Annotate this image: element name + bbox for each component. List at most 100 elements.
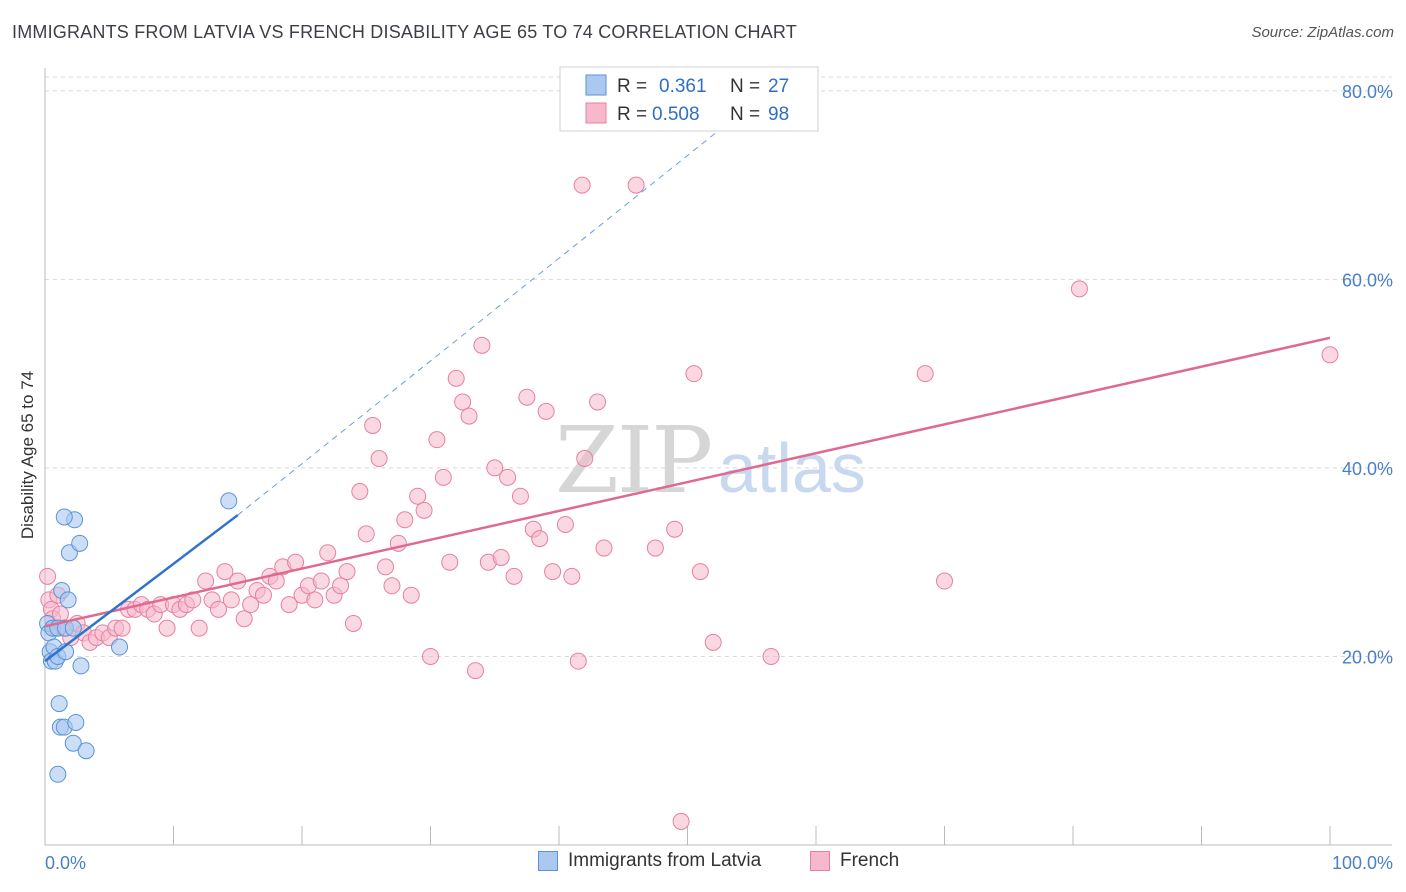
french-point-92 [672,812,690,830]
axes: 20.0% 40.0% 60.0% 80.0% 0.0% 100.0% [44,68,1393,873]
french-point-93 [685,365,703,383]
french-point-84 [556,515,574,533]
source-label: Source: ZipAtlas.com [1251,24,1394,41]
x-tick-label-0: 0.0% [45,853,86,873]
french-point-31 [209,600,227,618]
latvia-trend-extension [237,114,740,516]
french-point-0 [39,567,57,585]
french-point-99 [1070,280,1088,298]
french-point-57 [377,558,395,576]
french-point-82 [537,402,555,420]
french-point-62 [409,487,427,505]
y-tick-label-80: 80.0% [1342,82,1393,102]
french-point-67 [441,553,459,571]
french-point-38 [254,586,272,604]
french-point-94 [691,563,709,581]
french-point-55 [364,417,382,435]
french-point-28 [190,619,208,637]
french-point-101 [569,652,587,670]
french-point-56 [370,450,388,467]
french-point-79 [518,388,536,406]
latvia-point-24 [77,742,95,760]
french-point-48 [319,544,337,562]
legend-r-value-french: 0.508 [652,104,700,125]
french-point-81 [531,530,549,548]
y-tick-label-20: 20.0% [1342,647,1393,667]
latvia-point-27 [55,508,73,526]
french-trend-line [44,336,1331,628]
french-point-77 [505,567,523,585]
legend-r-label-latvia: R = [617,76,647,97]
french-point-40 [267,572,285,590]
french-point-60 [396,511,414,529]
french-point-35 [235,610,253,628]
french-point-47 [312,572,330,590]
y-tick-label-40: 40.0% [1342,459,1393,479]
french-point-53 [351,482,369,500]
french-point-83 [544,563,562,581]
french-point-96 [762,647,780,665]
legend-n-label-latvia: N = [730,76,760,97]
legend-r-label-french: R = [617,104,647,125]
french-point-98 [936,572,953,590]
legend-n-value-french: 98 [768,104,789,125]
french-point-51 [338,563,356,581]
french-point-33 [222,591,240,609]
french-point-36 [242,596,260,614]
legend-n-value-latvia: 27 [768,76,789,97]
watermark: ZIP atlas [555,407,866,514]
french-point-52 [344,614,362,632]
latvia-point-18 [64,734,82,752]
french-point-70 [460,407,478,425]
latvia-trend-line [44,514,239,663]
french-point-32 [216,563,234,581]
french-point-50 [332,577,350,595]
french-point-54 [357,525,375,543]
latvia-point-25 [111,638,129,656]
gridlines [45,76,1392,657]
french-point-58 [383,577,401,595]
french-point-87 [589,393,607,411]
french-point-88 [595,539,613,557]
latvia-point-19 [64,619,82,637]
chart-title: IMMIGRANTS FROM LATVIA VS FRENCH DISABIL… [12,22,797,42]
french-point-69 [454,393,472,411]
french-point-90 [646,539,664,557]
latvia-point-23 [72,657,90,675]
trend-lines [44,114,1331,663]
latvia-legend-label: Immigrants from Latvia [568,850,762,871]
french-point-74 [486,459,504,477]
watermark-atlas: atlas [718,429,866,507]
french-point-85 [563,567,581,585]
french-point-72 [473,336,491,354]
french-point-78 [511,487,529,505]
french-point-64 [422,647,439,665]
french-point-66 [434,468,452,486]
bottom-legend: Immigrants from Latvia French [0,850,1406,880]
french-legend-label: French [840,850,900,871]
latvia-point-21 [67,713,85,731]
french-point-86 [576,450,594,467]
french-point-95 [704,633,722,651]
latvia-point-9 [50,695,68,713]
french-point-68 [447,369,465,387]
french-point-61 [402,586,420,604]
french-point-100 [1321,346,1339,364]
bottom-legend-french[interactable]: French [810,850,899,872]
bottom-legend-latvia[interactable]: Immigrants from Latvia [538,850,761,872]
french-point-42 [280,596,298,614]
latvia-point-11 [49,765,67,783]
legend-swatch-latvia [585,74,607,96]
french-point-97 [916,365,934,383]
french-point-46 [306,591,324,609]
french-point-75 [492,548,510,566]
y-tick-label-60: 60.0% [1342,270,1393,290]
french-point-89 [627,176,645,194]
x-tick-label-100: 100.0% [1332,853,1393,873]
legend: R = 0.361 N = 27 R = 0.508 N = 98 [559,66,819,132]
french-point-65 [428,431,446,449]
french-point-71 [466,662,484,680]
latvia-swatch [538,851,558,871]
french-point-16 [113,619,131,637]
